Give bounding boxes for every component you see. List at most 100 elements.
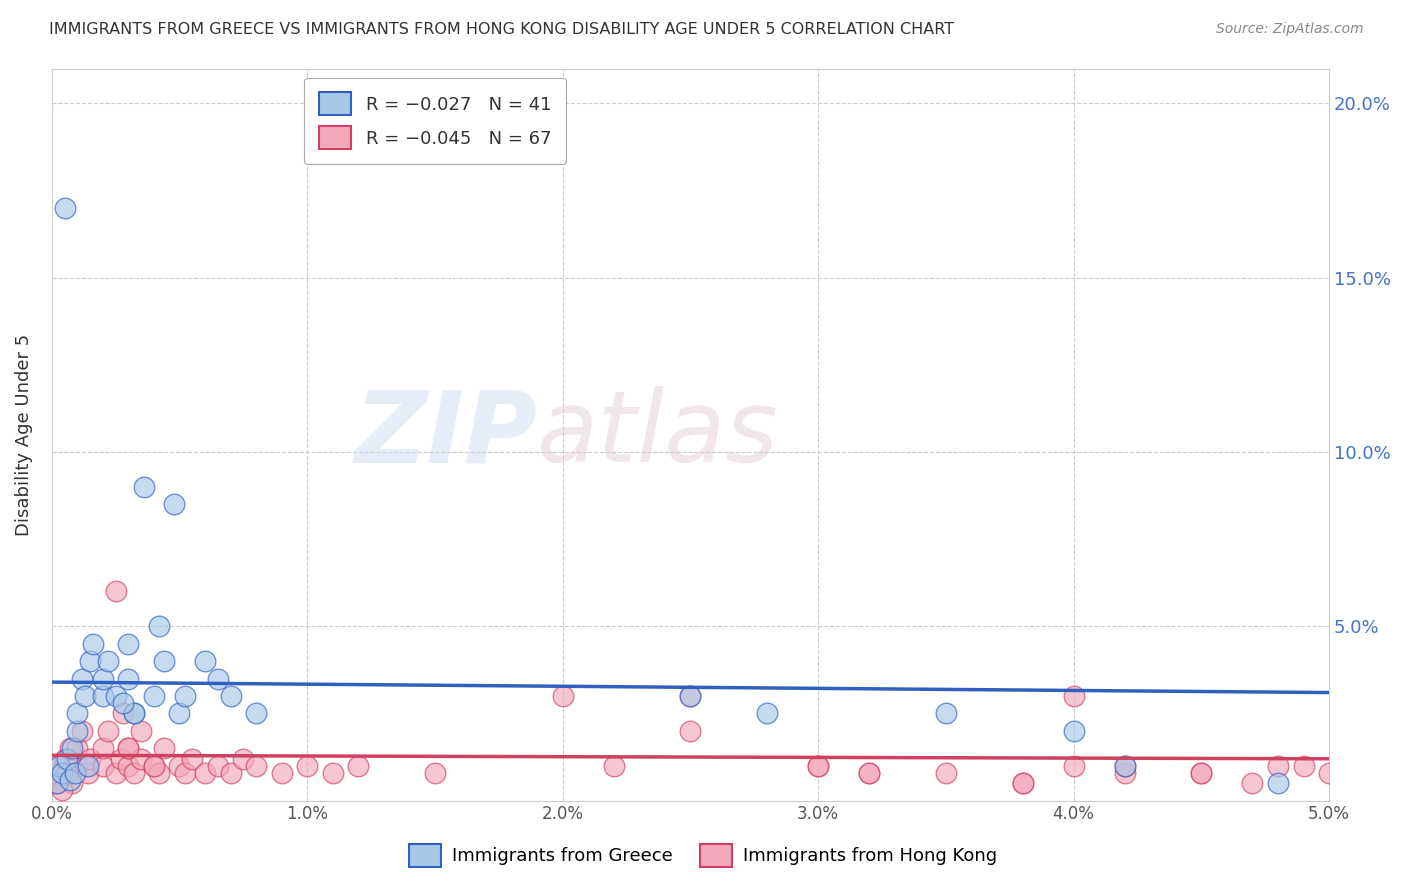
Point	[76, 758, 98, 772]
Point	[163, 497, 186, 511]
Point	[112, 696, 135, 710]
Point	[423, 765, 446, 780]
Point	[104, 765, 127, 780]
Point	[117, 741, 139, 756]
Text: Source: ZipAtlas.com: Source: ZipAtlas.com	[1216, 22, 1364, 37]
Point	[63, 758, 86, 772]
Point	[1241, 776, 1264, 790]
Point	[1189, 765, 1212, 780]
Point	[148, 619, 170, 633]
Point	[117, 637, 139, 651]
Point	[122, 706, 145, 721]
Point	[756, 706, 779, 721]
Point	[79, 752, 101, 766]
Point	[219, 765, 242, 780]
Legend: Immigrants from Greece, Immigrants from Hong Kong: Immigrants from Greece, Immigrants from …	[402, 837, 1004, 874]
Point	[194, 765, 217, 780]
Point	[169, 706, 191, 721]
Point	[347, 758, 370, 772]
Point	[56, 765, 79, 780]
Point	[207, 672, 229, 686]
Point	[122, 706, 145, 721]
Point	[129, 723, 152, 738]
Point	[935, 765, 957, 780]
Point	[679, 723, 702, 738]
Text: ZIP: ZIP	[354, 386, 537, 483]
Point	[551, 689, 574, 703]
Point	[122, 765, 145, 780]
Point	[45, 765, 67, 780]
Point	[1063, 689, 1085, 703]
Point	[153, 741, 176, 756]
Point	[82, 637, 104, 651]
Point	[48, 758, 70, 772]
Point	[73, 758, 96, 772]
Point	[117, 758, 139, 772]
Point	[935, 706, 957, 721]
Point	[1189, 765, 1212, 780]
Point	[142, 758, 165, 772]
Point	[66, 723, 89, 738]
Y-axis label: Disability Age Under 5: Disability Age Under 5	[15, 334, 32, 536]
Point	[45, 776, 67, 790]
Point	[45, 776, 67, 790]
Point	[1267, 776, 1289, 790]
Point	[1292, 758, 1315, 772]
Point	[807, 758, 830, 772]
Point	[91, 758, 114, 772]
Point	[91, 672, 114, 686]
Point	[207, 758, 229, 772]
Point	[148, 765, 170, 780]
Point	[44, 776, 66, 790]
Point	[194, 654, 217, 668]
Point	[679, 689, 702, 703]
Point	[56, 752, 79, 766]
Point	[51, 765, 73, 780]
Point	[173, 689, 195, 703]
Point	[858, 765, 880, 780]
Point	[219, 689, 242, 703]
Point	[117, 672, 139, 686]
Point	[51, 772, 73, 787]
Point	[1114, 758, 1136, 772]
Point	[245, 706, 267, 721]
Point	[66, 706, 89, 721]
Point	[117, 741, 139, 756]
Point	[132, 480, 155, 494]
Point	[1063, 723, 1085, 738]
Point	[59, 772, 82, 787]
Point	[858, 765, 880, 780]
Legend: R = −0.027   N = 41, R = −0.045   N = 67: R = −0.027 N = 41, R = −0.045 N = 67	[304, 78, 565, 163]
Point	[1114, 758, 1136, 772]
Point	[72, 723, 94, 738]
Point	[297, 758, 319, 772]
Point	[173, 765, 195, 780]
Point	[181, 752, 204, 766]
Point	[1011, 776, 1033, 790]
Point	[232, 752, 254, 766]
Point	[153, 654, 176, 668]
Point	[91, 689, 114, 703]
Point	[245, 758, 267, 772]
Point	[60, 776, 83, 790]
Point	[48, 758, 70, 772]
Point	[1317, 765, 1340, 780]
Point	[73, 689, 96, 703]
Point	[1063, 758, 1085, 772]
Point	[59, 741, 82, 756]
Point	[1011, 776, 1033, 790]
Point	[66, 758, 89, 772]
Point	[104, 584, 127, 599]
Point	[53, 201, 76, 215]
Point	[97, 654, 120, 668]
Point	[169, 758, 191, 772]
Point	[63, 765, 86, 780]
Point	[1267, 758, 1289, 772]
Point	[110, 752, 132, 766]
Text: atlas: atlas	[537, 386, 779, 483]
Point	[56, 765, 79, 780]
Point	[322, 765, 344, 780]
Text: IMMIGRANTS FROM GREECE VS IMMIGRANTS FROM HONG KONG DISABILITY AGE UNDER 5 CORRE: IMMIGRANTS FROM GREECE VS IMMIGRANTS FRO…	[49, 22, 955, 37]
Point	[807, 758, 830, 772]
Point	[53, 752, 76, 766]
